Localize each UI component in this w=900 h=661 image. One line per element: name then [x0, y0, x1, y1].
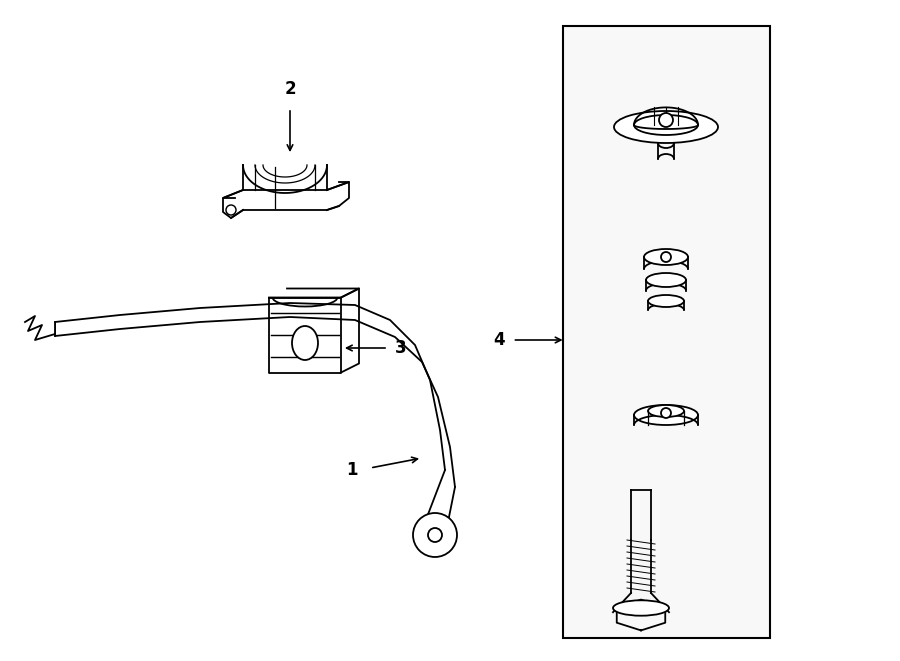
Text: 4: 4: [493, 331, 505, 349]
Ellipse shape: [648, 295, 684, 307]
Ellipse shape: [634, 115, 698, 135]
Circle shape: [659, 113, 673, 127]
Ellipse shape: [634, 405, 698, 425]
Circle shape: [661, 252, 671, 262]
Text: 2: 2: [284, 80, 296, 98]
Ellipse shape: [646, 273, 686, 287]
Circle shape: [226, 205, 236, 215]
Ellipse shape: [613, 600, 669, 615]
Ellipse shape: [614, 111, 718, 143]
Ellipse shape: [292, 326, 318, 360]
Ellipse shape: [648, 405, 684, 417]
Ellipse shape: [644, 249, 688, 265]
Circle shape: [661, 408, 671, 418]
Circle shape: [413, 513, 457, 557]
Bar: [562, 26, 770, 638]
Circle shape: [428, 528, 442, 542]
Text: 3: 3: [395, 339, 407, 357]
Text: 1: 1: [346, 461, 358, 479]
